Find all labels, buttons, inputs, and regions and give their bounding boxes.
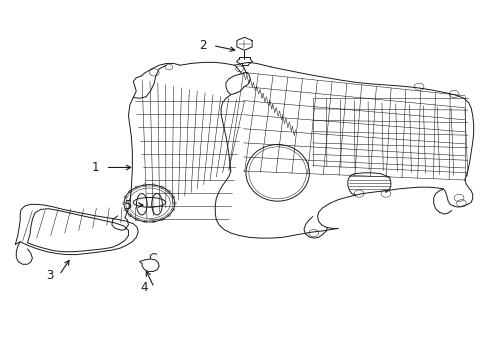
Text: 4: 4 bbox=[141, 281, 148, 294]
Text: 5: 5 bbox=[123, 199, 131, 212]
Text: 2: 2 bbox=[199, 39, 206, 52]
Text: 1: 1 bbox=[92, 161, 100, 174]
Text: 3: 3 bbox=[46, 269, 53, 282]
